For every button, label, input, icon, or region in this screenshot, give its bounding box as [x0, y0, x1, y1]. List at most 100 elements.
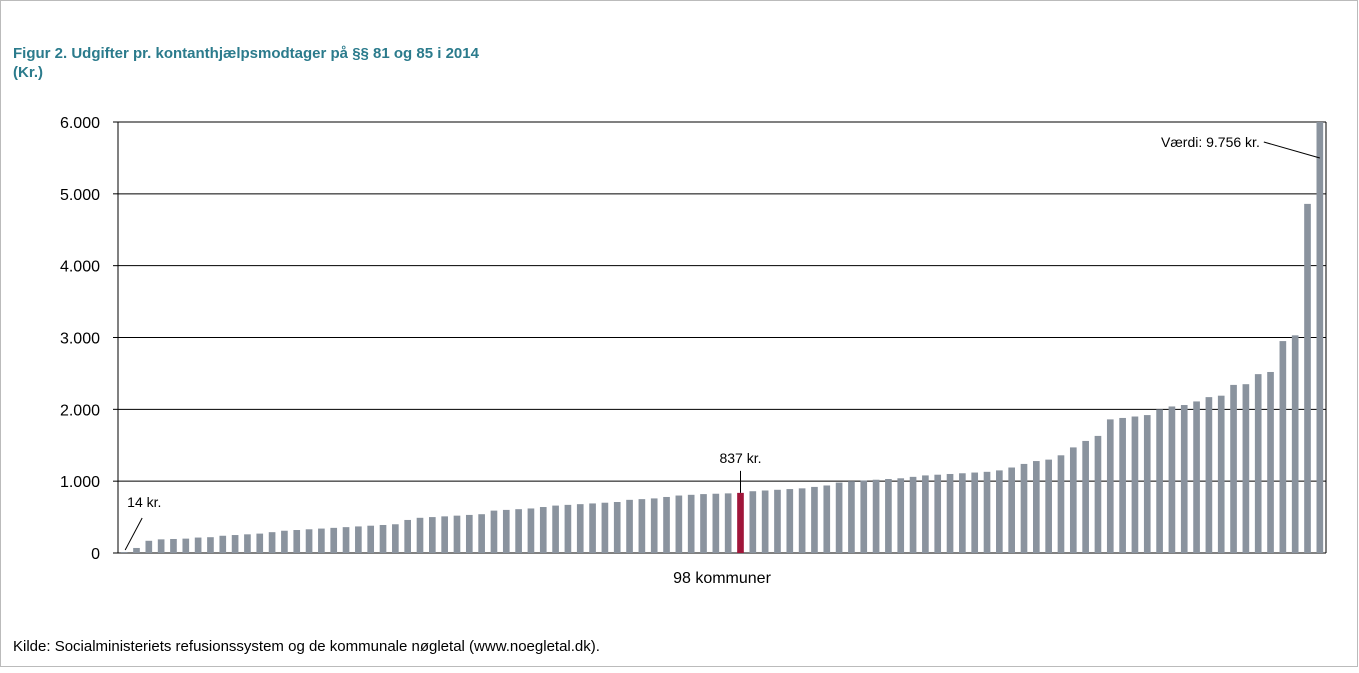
- bar: [392, 524, 399, 553]
- y-tick-label: 3.000: [60, 331, 100, 348]
- bar: [194, 537, 202, 553]
- bar: [798, 488, 806, 553]
- bar: [1032, 461, 1040, 553]
- bar: [1279, 341, 1287, 553]
- source: Kilde: Socialministeriets refusionssyste…: [13, 638, 600, 655]
- bar: [613, 501, 621, 553]
- bar: [502, 509, 510, 553]
- bar: [145, 540, 153, 553]
- bar: [1094, 435, 1102, 553]
- bar: [922, 475, 929, 553]
- annotation: 14 kr.: [127, 494, 161, 510]
- annotation-leader: [1263, 141, 1320, 159]
- x-axis-label: 98 kommuner: [673, 570, 771, 587]
- bar: [1205, 397, 1213, 553]
- bar: [330, 527, 338, 553]
- y-tick-label: 5.000: [60, 187, 100, 204]
- bar: [959, 473, 966, 553]
- bar: [539, 507, 547, 553]
- bar: [1193, 401, 1200, 553]
- bar: [638, 499, 646, 553]
- bar: [1156, 409, 1163, 553]
- bar: [626, 499, 633, 553]
- bar: [860, 480, 868, 553]
- bar: [1106, 419, 1114, 553]
- bar: [1316, 122, 1324, 553]
- bar: [1045, 459, 1052, 553]
- bar: [934, 474, 942, 553]
- bar: [983, 471, 991, 553]
- bar: [367, 525, 375, 553]
- y-tick-label: 2.000: [60, 402, 100, 419]
- y-tick-label: 4.000: [60, 259, 100, 276]
- bar: [552, 505, 559, 553]
- annotation-leader: [124, 517, 143, 551]
- bar: [120, 551, 128, 553]
- bar: [687, 494, 695, 553]
- y-tick-label: 1.000: [60, 474, 100, 491]
- bar: [996, 470, 1003, 553]
- bar: [737, 492, 744, 553]
- bar: [318, 528, 325, 553]
- bar: [465, 514, 473, 553]
- bar: [663, 496, 670, 553]
- bar: [823, 485, 831, 553]
- bar: [700, 494, 707, 553]
- bar: [355, 526, 362, 553]
- bar: [416, 517, 424, 553]
- bar: [761, 490, 769, 553]
- bar: [1242, 384, 1250, 553]
- bar: [774, 489, 781, 553]
- bar: [885, 479, 892, 553]
- bar: [441, 516, 448, 553]
- bar: [1267, 371, 1274, 553]
- bar: [650, 498, 658, 553]
- bar: [207, 537, 214, 553]
- bar: [244, 534, 251, 553]
- bar: [527, 508, 535, 553]
- bar: [1180, 405, 1188, 553]
- bar: [1168, 406, 1176, 553]
- bar: [946, 473, 954, 553]
- y-tick-label: 6.000: [60, 115, 100, 132]
- bar: [1230, 384, 1237, 553]
- bar: [724, 493, 732, 553]
- bar: [490, 510, 498, 553]
- bar: [453, 515, 461, 553]
- bar: [589, 503, 596, 553]
- bar: [564, 504, 572, 553]
- bar: [293, 530, 301, 553]
- bar: [219, 535, 227, 553]
- bar: [872, 479, 880, 553]
- bar: [1008, 467, 1016, 553]
- bar: [256, 533, 264, 553]
- bar: [170, 538, 177, 553]
- bar: [515, 509, 522, 553]
- bar: [1069, 447, 1077, 553]
- bar: [342, 527, 350, 553]
- bar: [1082, 440, 1089, 553]
- bar: [428, 517, 436, 553]
- bar: [1119, 417, 1126, 553]
- bar: [1020, 463, 1028, 553]
- bar: [811, 486, 818, 553]
- bar: [909, 476, 917, 553]
- bar: [1254, 374, 1262, 553]
- bar: [231, 535, 239, 553]
- annotation: Værdi: 9.756 kr.: [1161, 134, 1260, 150]
- bar: [712, 493, 720, 553]
- bar: [404, 519, 412, 553]
- chart-title: Figur 2. Udgifter pr. kontanthjælpsmodta…: [13, 45, 480, 62]
- annotation: 837 kr.: [719, 450, 761, 466]
- bar: [971, 472, 979, 553]
- bar: [1143, 415, 1151, 553]
- bar: [1131, 416, 1139, 553]
- bar: [305, 529, 313, 553]
- bar: [1291, 335, 1299, 553]
- bar: [576, 504, 584, 553]
- bar: [478, 514, 485, 553]
- bar: [133, 547, 140, 553]
- bars: [120, 122, 1324, 553]
